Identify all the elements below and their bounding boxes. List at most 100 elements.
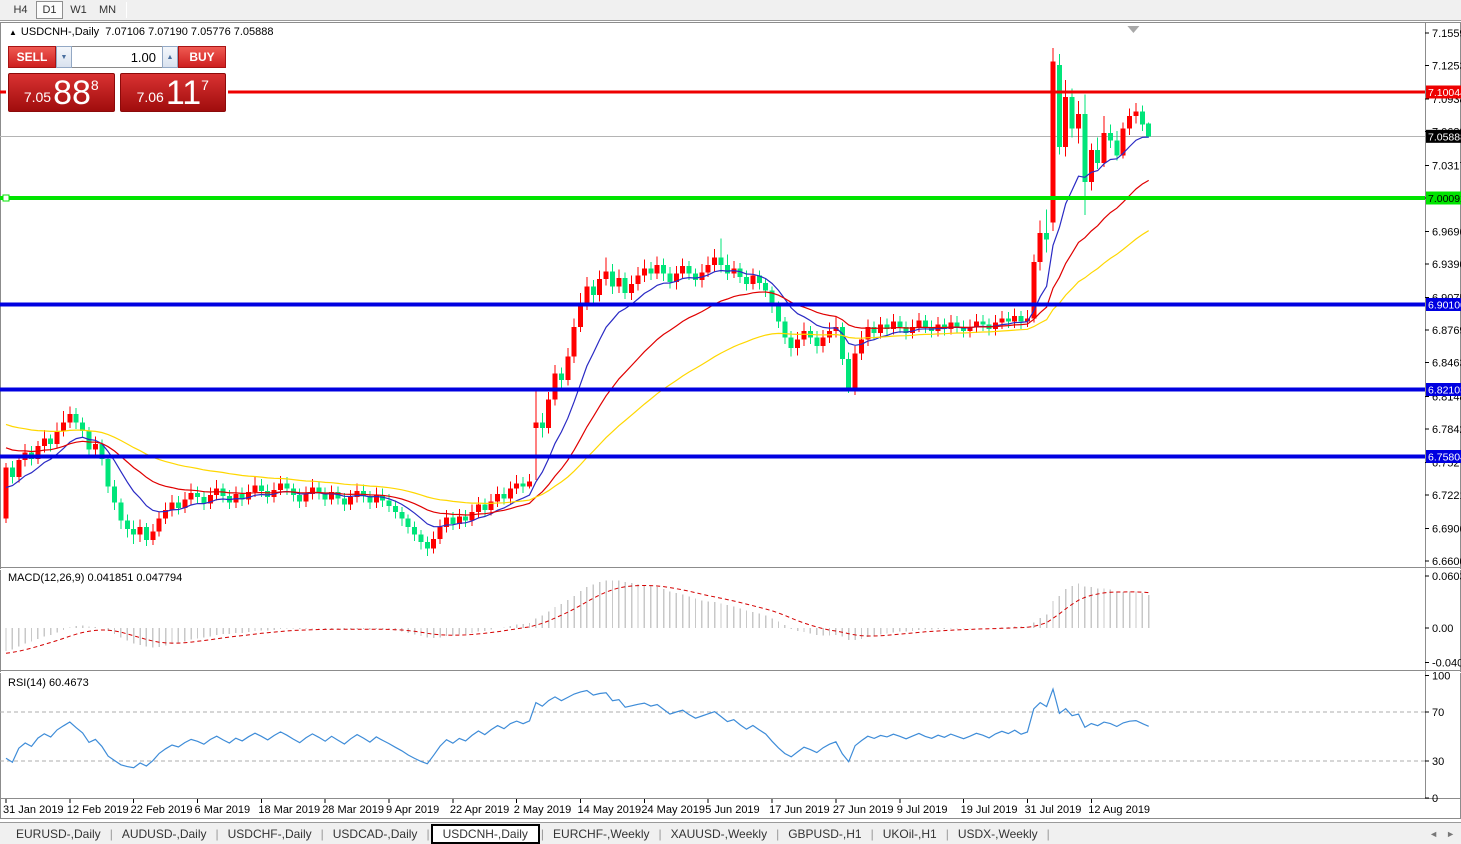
rsi-axis: 100 70 30 0 [1425,670,1450,805]
sell-price-button[interactable]: 7.05 88 8 [8,73,115,112]
svg-text:22 Apr 2019: 22 Apr 2019 [450,804,509,816]
svg-text:70: 70 [1432,707,1444,719]
tab-audusd-daily[interactable]: AUDUSD-,Daily [121,826,207,841]
svg-text:7.03170: 7.03170 [1432,160,1461,172]
volume-increase-button[interactable]: ▲ [162,46,178,68]
svg-text:9 Jul 2019: 9 Jul 2019 [897,804,948,816]
tab-separator: | [109,826,113,841]
chart-title: ▲ USDCNH-,Daily 7.07106 7.07190 7.05776 7… [9,26,274,38]
svg-text:0.00: 0.00 [1432,623,1453,635]
macd-axis: 0.060343 0.00 -0.040136 [1425,571,1461,670]
svg-text:30: 30 [1432,756,1444,768]
hline-7.00092[interactable]: 7.00092 [0,191,1461,206]
svg-text:7.12530: 7.12530 [1432,61,1461,73]
tab-eurusd-daily[interactable]: EURUSD-,Daily [16,826,101,841]
timeframe-button-w1[interactable]: W1 [70,4,87,16]
buy-price-sup: 7 [201,77,209,93]
svg-text:0: 0 [1432,793,1438,805]
tab-separator: | [945,826,949,841]
macd-label: MACD(12,26,9) 0.041851 0.047794 [8,572,182,584]
tab-usdcnh-daily[interactable]: USDCNH-,Daily [430,823,540,844]
tab-xauusd-weekly[interactable]: XAUUSD-,Weekly [670,826,768,841]
tab-usdx-weekly[interactable]: USDX-,Weekly [957,826,1038,841]
tab-scroll-controls: ◄ ► [1429,823,1455,844]
sell-price-big: 88 [53,73,91,112]
svg-text:6.90100: 6.90100 [1428,299,1461,311]
buy-button[interactable]: BUY [178,46,226,68]
svg-text:-0.040136: -0.040136 [1432,658,1461,670]
svg-text:6.96960: 6.96960 [1432,226,1461,238]
svg-text:6 Mar 2019: 6 Mar 2019 [195,804,251,816]
macd-signal-line [5,584,1149,654]
tab-scroll-left-icon[interactable]: ◄ [1429,829,1439,839]
svg-text:7.05888: 7.05888 [1428,131,1461,143]
tab-separator: | [776,826,780,841]
svg-text:19 Jul 2019: 19 Jul 2019 [961,804,1018,816]
svg-text:7.00092: 7.00092 [1428,193,1461,205]
svg-text:6.93900: 6.93900 [1432,259,1461,271]
tab-usdchf-daily[interactable]: USDCHF-,Daily [227,826,312,841]
svg-text:27 Jun 2019: 27 Jun 2019 [833,804,894,816]
chart-shift-marker-icon[interactable] [1127,26,1140,33]
tab-separator: | [426,826,430,841]
tab-gbpusd-h1[interactable]: GBPUSD-,H1 [788,826,862,841]
macd-histogram [5,580,1150,652]
sell-button[interactable]: SELL [8,46,56,68]
svg-text:31 Jan 2019: 31 Jan 2019 [3,804,64,816]
spinner-up-icon: ▲ [166,53,174,61]
tab-eurchf-weekly[interactable]: EURCHF-,Weekly [553,826,650,841]
svg-text:12 Feb 2019: 12 Feb 2019 [67,804,129,816]
svg-text:7.15590: 7.15590 [1432,28,1461,40]
rsi-label: RSI(14) 60.4673 [8,677,89,689]
sell-price-sup: 8 [90,77,99,93]
svg-text:6.66000: 6.66000 [1432,556,1461,568]
collapse-arrow-icon[interactable]: ▲ [9,28,17,37]
svg-text:9 Apr 2019: 9 Apr 2019 [386,804,439,816]
timeframe-button-d1[interactable]: D1 [36,1,63,19]
tab-separator: | [870,826,874,841]
svg-text:6.78420: 6.78420 [1432,424,1461,436]
ma-slow-line [5,230,1150,505]
svg-text:0.060343: 0.060343 [1432,571,1461,583]
svg-text:6.72210: 6.72210 [1432,490,1461,502]
svg-text:6.82103: 6.82103 [1428,385,1461,397]
toolbar-separator [126,2,127,18]
tab-separator: | [1046,826,1050,841]
tab-ukoil-h1[interactable]: UKOil-,H1 [882,826,937,841]
hline-6.82103[interactable]: 6.82103 [0,383,1461,397]
hline-7.10044[interactable]: 7.10044 [0,85,1461,100]
timeframe-button-mn[interactable]: MN [98,4,117,16]
ohlc-readout: 7.07106 7.07190 7.05776 7.05888 [105,26,274,38]
timeframe-toolbar: H4 D1 W1 MN [0,0,1461,21]
svg-text:2 May 2019: 2 May 2019 [514,804,571,816]
svg-text:5 Jun 2019: 5 Jun 2019 [705,804,759,816]
buy-price-big: 11 [165,73,202,112]
volume-input[interactable] [72,46,162,68]
svg-text:6.75804: 6.75804 [1428,452,1461,464]
current-price-label: 7.05888 [1426,129,1461,143]
hline-6.75804[interactable]: 6.75804 [0,450,1461,464]
tab-separator: | [658,826,662,841]
buy-price-button[interactable]: 7.06 11 7 [119,73,226,112]
tab-separator: | [215,826,219,841]
svg-text:12 Aug 2019: 12 Aug 2019 [1088,804,1150,816]
tab-separator: | [320,826,324,841]
timeframe-button-h4[interactable]: H4 [13,4,28,16]
rsi-line [5,687,1149,769]
tab-separator: | [540,826,545,841]
symbol-tab-bar: EURUSD-,Daily | AUDUSD-,Daily | USDCHF-,Dail… [0,822,1461,844]
svg-text:6.87690: 6.87690 [1432,325,1461,337]
svg-text:22 Feb 2019: 22 Feb 2019 [131,804,193,816]
svg-text:17 Jun 2019: 17 Jun 2019 [769,804,830,816]
svg-text:6.69060: 6.69060 [1432,524,1461,536]
volume-decrease-button[interactable]: ▼ [56,46,72,68]
tab-scroll-right-icon[interactable]: ► [1446,829,1455,839]
hline-6.90100[interactable]: 6.90100 [0,297,1461,312]
svg-text:14 May 2019: 14 May 2019 [578,804,642,816]
svg-text:6.84630: 6.84630 [1432,358,1461,370]
svg-text:18 Mar 2019: 18 Mar 2019 [258,804,320,816]
svg-text:7.10044: 7.10044 [1428,87,1461,99]
sell-price-prefix: 7.05 [23,89,52,105]
tab-usdcad-daily[interactable]: USDCAD-,Daily [332,826,418,841]
